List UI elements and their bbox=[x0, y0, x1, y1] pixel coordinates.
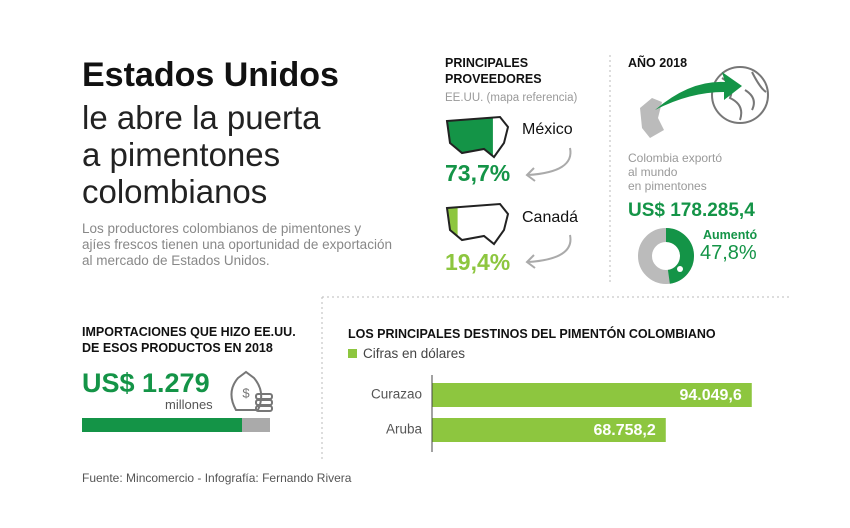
imports-unit: millones bbox=[165, 397, 213, 412]
globe-icon bbox=[711, 66, 769, 124]
colombia-icon bbox=[640, 98, 664, 138]
imports-bar bbox=[82, 418, 242, 432]
supplier-share: 73,7% bbox=[445, 160, 511, 186]
subtitle: colombianos bbox=[82, 173, 268, 210]
section-title: AÑO 2018 bbox=[628, 56, 688, 70]
category-label: Aruba bbox=[386, 422, 423, 437]
section-title: DE ESOS PRODUCTOS EN 2018 bbox=[82, 341, 273, 355]
map-outline bbox=[445, 115, 510, 159]
supplier-name: México bbox=[522, 121, 573, 138]
caption: al mundo bbox=[628, 165, 678, 179]
imports-amount: US$ 1.279 bbox=[82, 368, 210, 398]
change-value: 47,8% bbox=[700, 242, 757, 264]
arrow bbox=[525, 147, 572, 182]
money-icon: $ bbox=[230, 370, 273, 412]
chart-title: LOS PRINCIPALES DESTINOS DEL PIMENTÓN CO… bbox=[348, 327, 716, 341]
note: EE.UU. (mapa referencia) bbox=[445, 92, 578, 104]
change-label: Aumentó bbox=[703, 228, 758, 242]
imports-bar bbox=[242, 418, 270, 432]
map-share bbox=[447, 204, 458, 244]
caption: Colombia exportó bbox=[628, 151, 723, 165]
section-title: PRINCIPALES bbox=[445, 56, 529, 70]
legend-swatch bbox=[348, 349, 357, 358]
donut-arc bbox=[665, 228, 694, 284]
export-arrow bbox=[655, 72, 742, 110]
intro: Los productores colombianos de pimentone… bbox=[82, 221, 392, 268]
value-label: 68.758,2 bbox=[593, 422, 655, 439]
footer: Fuente: Mincomercio - Infografía: Fernan… bbox=[82, 471, 352, 485]
bar bbox=[432, 418, 666, 442]
section-title: IMPORTACIONES QUE HIZO EE.UU. bbox=[82, 325, 296, 339]
arrow bbox=[525, 234, 572, 269]
svg-text:$: $ bbox=[242, 385, 250, 400]
subtitle: a pimentones bbox=[82, 136, 281, 173]
legend-label: Cifras en dólares bbox=[363, 346, 466, 361]
export-amount: US$ 178.285,4 bbox=[628, 200, 755, 221]
supplier-share: 19,4% bbox=[445, 249, 511, 275]
map-outline bbox=[445, 202, 510, 246]
donut-dot bbox=[677, 266, 683, 272]
value-label: 94.049,6 bbox=[679, 387, 741, 404]
caption: en pimentones bbox=[628, 179, 707, 193]
category-label: Curazao bbox=[371, 387, 422, 402]
section-title: PROVEEDORES bbox=[445, 72, 542, 86]
supplier-name: Canadá bbox=[522, 209, 579, 226]
title: Estados Unidos bbox=[82, 56, 339, 94]
subtitle: le abre la puerta bbox=[82, 99, 321, 136]
bar bbox=[432, 383, 752, 407]
